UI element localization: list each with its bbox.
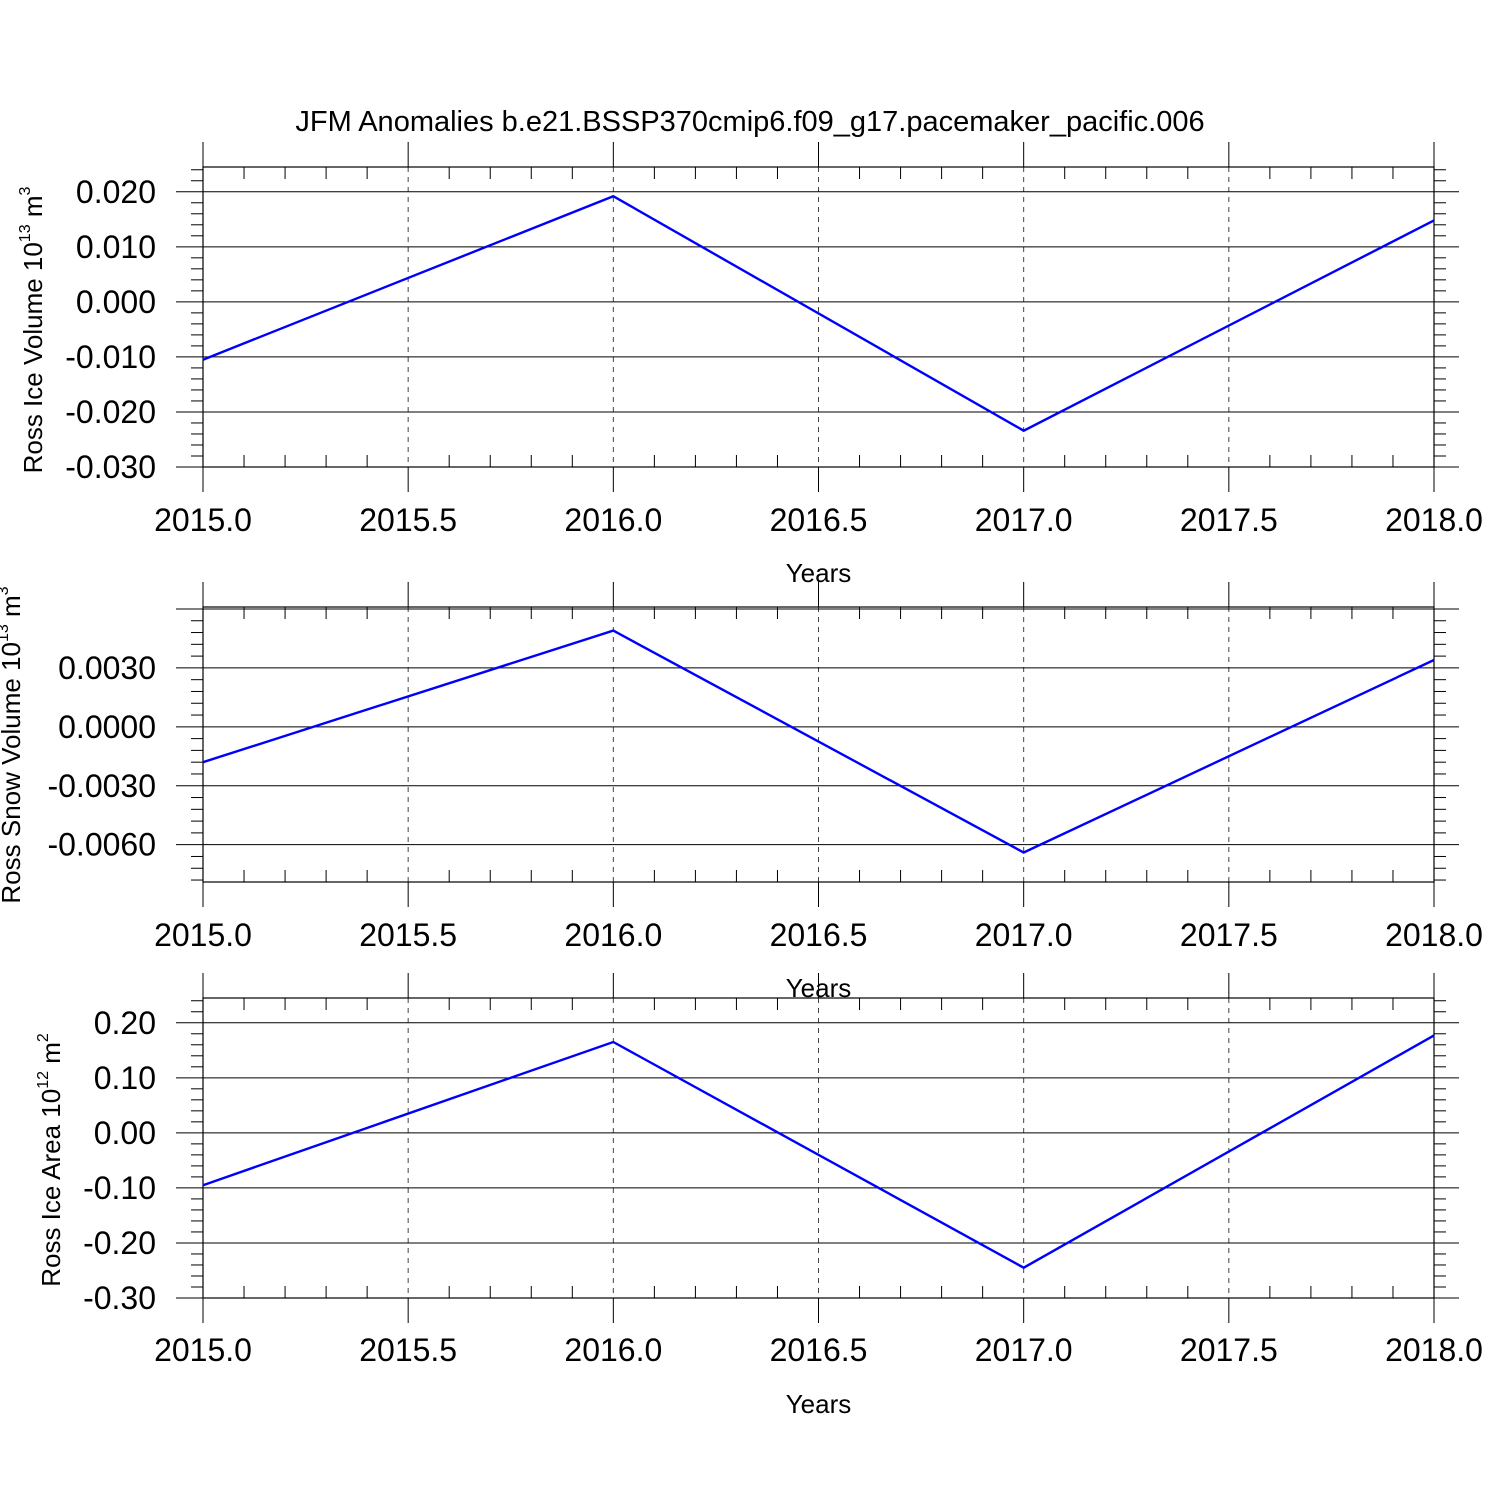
y-tick-label: 0.00 bbox=[94, 1115, 156, 1151]
x-tick-label: 2018.0 bbox=[1385, 917, 1483, 953]
y-tick-label: 0.20 bbox=[94, 1005, 156, 1041]
x-tick-label: 2015.0 bbox=[154, 1332, 252, 1368]
y-axis-label: Ross Ice Area 1012 m2 bbox=[35, 1033, 66, 1287]
x-tick-label: 2016.5 bbox=[770, 1332, 868, 1368]
y-tick-label: 0.020 bbox=[76, 174, 156, 210]
y-axis-label-exponent: 12 bbox=[35, 1071, 52, 1089]
y-tick-label: -0.20 bbox=[83, 1225, 156, 1261]
y-tick-label: -0.0060 bbox=[47, 827, 156, 863]
y-tick-label: 0.010 bbox=[76, 229, 156, 265]
x-tick-label: 2017.5 bbox=[1180, 917, 1278, 953]
series-line bbox=[202, 1034, 1435, 1270]
x-tick-label: 2016.5 bbox=[770, 917, 868, 953]
y-axis-label-text: Ross Ice Area 10 bbox=[36, 1089, 66, 1287]
x-tick-label: 2016.0 bbox=[564, 1332, 662, 1368]
series-line bbox=[202, 629, 1435, 854]
y-tick-label: 0.0030 bbox=[58, 650, 156, 686]
y-axis-label-unit-exponent: 2 bbox=[35, 1033, 52, 1042]
x-tick-label: 2017.0 bbox=[975, 917, 1073, 953]
x-tick-label: 2016.0 bbox=[564, 917, 662, 953]
y-axis-label-text: Ross Ice Volume 10 bbox=[18, 242, 48, 473]
x-tick-label: 2015.5 bbox=[359, 1332, 457, 1368]
y-axis-label-unit: m bbox=[0, 595, 26, 624]
x-tick-label: 2017.0 bbox=[975, 502, 1073, 538]
x-tick-label: 2015.0 bbox=[154, 502, 252, 538]
y-tick-label: -0.0030 bbox=[47, 768, 156, 804]
y-tick-label: -0.010 bbox=[65, 339, 156, 375]
y-tick-label: -0.30 bbox=[83, 1280, 156, 1316]
y-tick-label: 0.000 bbox=[76, 284, 156, 320]
y-axis-label-unit-exponent: 3 bbox=[17, 186, 34, 195]
y-axis-label-exponent: 13 bbox=[17, 224, 34, 242]
x-tick-label: 2015.5 bbox=[359, 502, 457, 538]
y-tick-label: -0.020 bbox=[65, 394, 156, 430]
y-tick-label: -0.030 bbox=[65, 449, 156, 485]
panel-3: 2015.0 2015.5 2016.0 2016.5 2017.0 2017.5 2018… bbox=[35, 973, 1483, 1419]
y-axis-label-text: Ross Snow Volume 10 bbox=[0, 642, 26, 904]
y-axis-label: Ross Snow Volume 1013 m3 bbox=[0, 586, 26, 903]
x-axis-label: Years bbox=[786, 1389, 852, 1419]
y-axis-label-unit: m bbox=[18, 195, 48, 224]
y-tick-label: 0.0000 bbox=[58, 709, 156, 745]
x-tick-label: 2015.5 bbox=[359, 917, 457, 953]
x-tick-label: 2018.0 bbox=[1385, 1332, 1483, 1368]
x-tick-label: 2015.0 bbox=[154, 917, 252, 953]
y-tick-label: -0.10 bbox=[83, 1170, 156, 1206]
series-line bbox=[202, 194, 1435, 433]
y-axis-label-unit-exponent: 3 bbox=[0, 586, 12, 595]
panel-2: 2015.0 2015.5 2016.0 2016.5 2017.0 2017.5 2018… bbox=[0, 582, 1483, 1003]
x-tick-label: 2016.5 bbox=[770, 502, 868, 538]
x-tick-label: 2018.0 bbox=[1385, 502, 1483, 538]
x-tick-label: 2016.0 bbox=[564, 502, 662, 538]
y-axis-label: Ross Ice Volume 1013 m3 bbox=[17, 186, 48, 473]
x-tick-label: 2017.5 bbox=[1180, 1332, 1278, 1368]
panel-1: 2015.0 2015.5 2016.0 2016.5 2017.0 2017.5 2018… bbox=[17, 142, 1483, 588]
x-tick-label: 2017.0 bbox=[975, 1332, 1073, 1368]
y-axis-label-exponent: 13 bbox=[0, 624, 12, 642]
y-tick-label: 0.10 bbox=[94, 1060, 156, 1096]
x-tick-label: 2017.5 bbox=[1180, 502, 1278, 538]
y-axis-label-unit: m bbox=[36, 1042, 66, 1071]
figure-title: JFM Anomalies b.e21.BSSP370cmip6.f09_g17… bbox=[295, 106, 1204, 138]
